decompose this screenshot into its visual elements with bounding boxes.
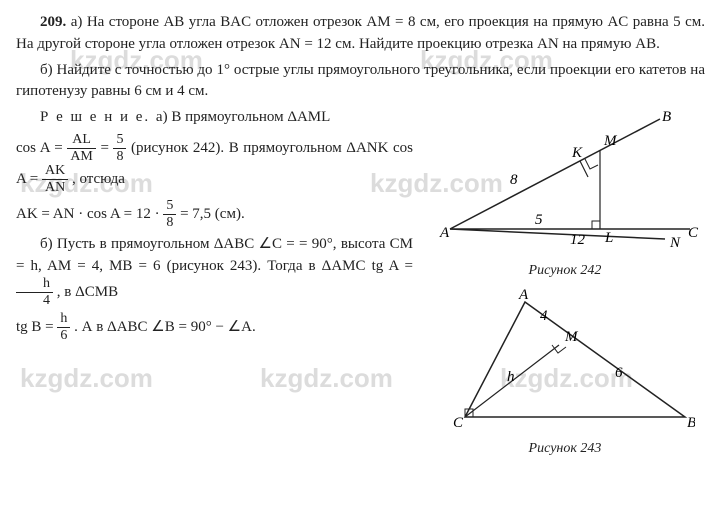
den: 8 [163,215,176,230]
text: tg B = [16,319,57,335]
solution-label: Р е ш е н и е. [40,109,156,125]
frac-h-6: h6 [57,312,70,343]
figure-243-svg: A B C M 4 6 h [435,287,695,437]
figure-242-svg: A B C N K M L 8 5 12 [430,109,700,259]
frac-al-am: ALAM [67,133,96,164]
figure-242: A B C N K M L 8 5 12 Рисунок 242 [425,109,705,281]
text: . А в ΔABC ∠B = 90° − ∠A. [74,319,256,335]
label-4: 4 [540,308,548,324]
label-m: M [564,329,579,345]
label-8: 8 [510,172,518,188]
figure-243-caption: Рисунок 243 [425,439,705,459]
frac-h-4: h4 [16,277,53,308]
label-a: A [518,287,529,303]
num: AK [42,164,68,180]
text: = 7,5 (см). [180,206,245,222]
den: 8 [113,149,126,164]
num: h [57,312,70,328]
den: AM [67,149,96,164]
text: , в ΔCMB [57,284,118,300]
label-b: B [662,109,671,125]
figure-243: A B C M 4 6 h Рисунок 243 [425,287,705,459]
label-b: B [687,415,695,431]
num: 5 [113,133,126,149]
text: , отсюда [72,171,125,187]
problem-a-text: а) На стороне AB угла BAC отложен отрезо… [16,14,705,52]
text: = [100,140,113,156]
triangle-abc [465,302,685,417]
label-m: M [603,133,618,149]
label-5: 5 [535,212,543,228]
label-12: 12 [570,232,586,248]
frac-ak-an: AKAN [42,164,68,195]
label-a: A [439,225,450,241]
right-angle-l [592,221,600,229]
watermark: kzgdz.com [20,360,153,398]
text: cos A = [16,140,67,156]
num: h [16,277,53,293]
label-n: N [669,235,681,251]
frac-5-8: 58 [113,133,126,164]
num: AL [67,133,96,149]
line-ab [450,119,660,229]
text: б) Пусть в прямоугольном ΔABC ∠C = = 90°… [16,236,413,274]
label-l: L [604,230,613,246]
label-h: h [507,369,515,385]
line-an [450,229,665,239]
right-angle-k [585,159,598,169]
frac-5-8-b: 58 [163,199,176,230]
den: AN [42,180,68,195]
label-k: K [571,145,583,161]
sol-a-1: а) В прямоугольном ΔAML [156,109,330,125]
problem-a: 209. а) На стороне AB угла BAC отложен о… [16,12,705,56]
num: 5 [163,199,176,215]
label-c: C [453,415,464,431]
text: AK = AN · cos A = 12 · [16,206,163,222]
exercise-number: 209. [40,14,66,30]
den: 4 [16,293,53,308]
den: 6 [57,328,70,343]
figure-242-caption: Рисунок 242 [425,261,705,281]
problem-b: б) Найдите с точностью до 1° острые углы… [16,60,705,104]
label-c: C [688,225,699,241]
label-6: 6 [615,365,623,381]
watermark: kzgdz.com [260,360,393,398]
